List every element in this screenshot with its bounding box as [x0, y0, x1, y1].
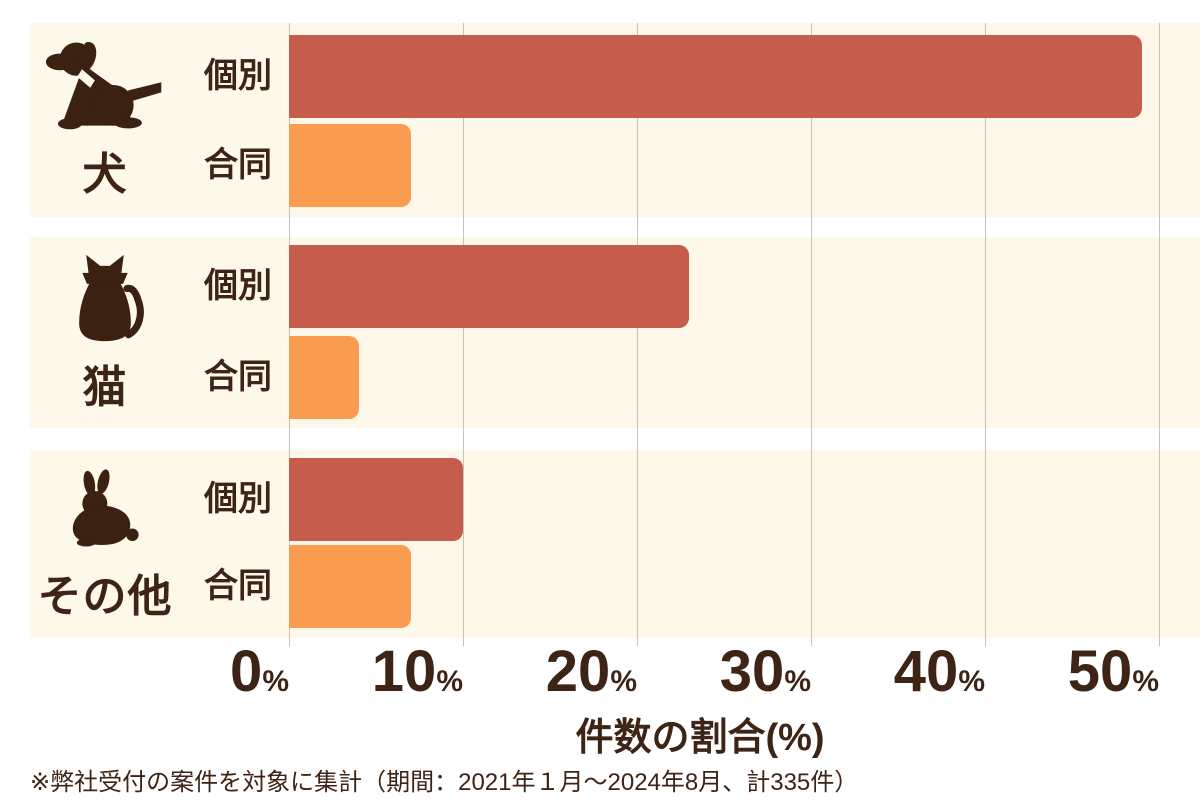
panel-other: その他 個別 合同	[30, 450, 1200, 638]
bar-dog-kobetsu	[289, 35, 1142, 118]
panel-dog: 犬 個別 合同	[30, 23, 1200, 217]
category-label: 猫	[82, 362, 128, 412]
axis-tick-30: 30%	[719, 639, 811, 704]
axis-tick-20: 20%	[545, 639, 637, 704]
series-label-godo: 合同	[204, 146, 272, 184]
axis-tick-0: 0%	[230, 639, 289, 704]
gridline	[463, 23, 464, 646]
rabbit-icon	[72, 469, 139, 547]
gridline	[1159, 23, 1160, 646]
bar-other-godo	[289, 545, 411, 628]
series-label-godo: 合同	[204, 567, 272, 605]
category-label: その他	[37, 572, 173, 621]
series-label-kobetsu: 個別	[204, 480, 272, 518]
series-label-kobetsu: 個別	[204, 57, 272, 95]
series-label-godo: 合同	[204, 358, 272, 396]
axis-tick-10: 10%	[371, 639, 463, 704]
gridline	[811, 23, 812, 646]
category-label: 犬	[82, 150, 128, 199]
gridline	[985, 23, 986, 646]
x-axis-label: 件数の割合(%)	[575, 717, 825, 759]
gridline	[637, 23, 638, 646]
series-label-kobetsu: 個別	[204, 267, 272, 305]
axis-tick-40: 40%	[893, 639, 985, 704]
cat-icon	[79, 254, 144, 341]
footnote: ※弊社受付の案件を対象に集計（期間：2021年１月～2024年8月、計335件）	[30, 769, 859, 796]
category-cat: 猫	[30, 237, 180, 428]
axis-tick-50: 50%	[1067, 639, 1159, 704]
bar-other-kobetsu	[289, 458, 463, 541]
bar-cat-godo	[289, 336, 359, 419]
gridline	[289, 23, 290, 646]
bar-cat-kobetsu	[289, 245, 690, 328]
bar-dog-godo	[289, 124, 411, 207]
category-dog: 犬	[30, 23, 180, 217]
dog-icon	[45, 41, 162, 130]
category-other: その他	[30, 450, 180, 638]
panel-cat: 猫 個別 合同	[30, 237, 1200, 428]
